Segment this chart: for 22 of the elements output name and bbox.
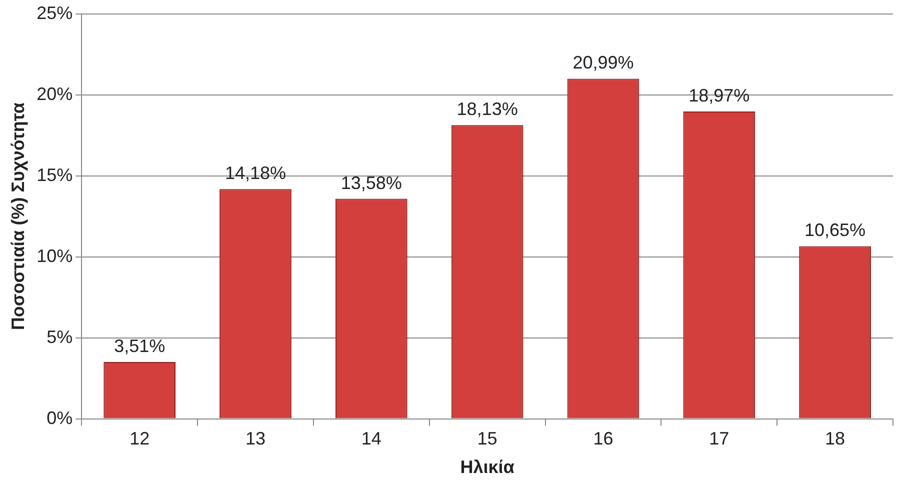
data-label: 13,58% — [340, 172, 402, 193]
y-tick-label: 0% — [46, 408, 73, 428]
x-tick-label: 16 — [593, 428, 614, 449]
x-tick-label: 18 — [825, 428, 846, 449]
y-axis-title: Ποσοστιαία (%) Συχνότητα — [8, 102, 28, 330]
data-label: 3,51% — [114, 336, 166, 356]
data-label: 20,99% — [572, 52, 634, 73]
data-label: 18,97% — [688, 85, 750, 106]
y-tick-label: 15% — [36, 164, 73, 185]
x-axis-title: Ηλικία — [460, 457, 514, 478]
y-tick-label: 25% — [36, 2, 73, 23]
data-label: 10,65% — [804, 220, 866, 240]
y-tick-label: 20% — [36, 84, 73, 104]
y-tick-label: 5% — [46, 326, 73, 347]
x-tick-label: 14 — [361, 428, 382, 449]
data-label: 14,18% — [224, 163, 286, 184]
x-tick-label: 12 — [130, 428, 150, 449]
y-tick-label: 10% — [36, 246, 73, 266]
x-tick-label: 15 — [477, 428, 498, 449]
x-tick-label: 17 — [709, 428, 730, 449]
x-tick-label: 13 — [245, 428, 266, 449]
data-label: 18,13% — [456, 99, 518, 120]
